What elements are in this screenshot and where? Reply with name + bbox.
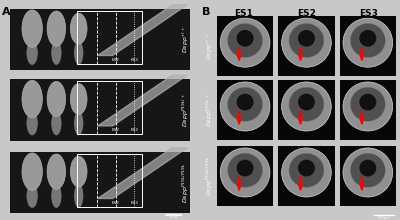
Ellipse shape xyxy=(74,41,83,65)
Text: ES2: ES2 xyxy=(112,201,120,205)
Ellipse shape xyxy=(22,80,42,118)
Ellipse shape xyxy=(228,153,262,187)
Bar xyxy=(10,9,190,70)
FancyArrow shape xyxy=(237,47,241,60)
Text: ES3: ES3 xyxy=(130,128,138,132)
Bar xyxy=(278,16,335,76)
Ellipse shape xyxy=(237,30,254,47)
Bar xyxy=(10,152,190,213)
Ellipse shape xyxy=(26,184,38,208)
Ellipse shape xyxy=(298,30,315,47)
Bar xyxy=(77,11,142,64)
Ellipse shape xyxy=(51,41,62,65)
Ellipse shape xyxy=(22,153,42,190)
Ellipse shape xyxy=(70,84,87,114)
Ellipse shape xyxy=(22,10,42,47)
Ellipse shape xyxy=(343,82,393,131)
Ellipse shape xyxy=(237,160,254,176)
Ellipse shape xyxy=(289,153,324,187)
Ellipse shape xyxy=(74,111,83,135)
Ellipse shape xyxy=(298,94,315,110)
Ellipse shape xyxy=(350,153,385,187)
Bar xyxy=(340,80,396,140)
Text: $Dspp^{P19L/+}$: $Dspp^{P19L/+}$ xyxy=(181,93,191,127)
Ellipse shape xyxy=(282,18,331,67)
Text: B: B xyxy=(202,7,210,17)
Ellipse shape xyxy=(26,41,38,65)
Text: $Dspp^{+/+}$: $Dspp^{+/+}$ xyxy=(205,32,215,60)
Ellipse shape xyxy=(47,81,66,117)
Text: $Dspp^{P19L/P19L}$: $Dspp^{P19L/P19L}$ xyxy=(181,162,191,203)
FancyArrow shape xyxy=(360,177,364,190)
Ellipse shape xyxy=(51,111,62,135)
Ellipse shape xyxy=(359,160,376,176)
Ellipse shape xyxy=(237,94,254,110)
Text: ES2: ES2 xyxy=(112,128,120,132)
Ellipse shape xyxy=(220,82,270,131)
Ellipse shape xyxy=(343,18,393,67)
FancyArrow shape xyxy=(299,47,302,60)
Bar xyxy=(77,154,142,207)
Ellipse shape xyxy=(282,82,331,131)
Ellipse shape xyxy=(228,87,262,121)
Bar xyxy=(10,79,190,141)
Ellipse shape xyxy=(220,18,270,67)
Ellipse shape xyxy=(74,184,83,208)
FancyArrow shape xyxy=(360,111,364,124)
Bar xyxy=(278,146,335,206)
Bar xyxy=(340,146,396,206)
Ellipse shape xyxy=(47,11,66,46)
FancyArrow shape xyxy=(237,111,241,124)
Ellipse shape xyxy=(289,23,324,58)
Bar xyxy=(217,146,273,206)
Text: 1mm: 1mm xyxy=(169,215,178,219)
Text: $Dspp^{+/+}$: $Dspp^{+/+}$ xyxy=(181,26,191,53)
FancyArrow shape xyxy=(299,177,302,190)
Ellipse shape xyxy=(26,111,38,135)
Text: 300μm: 300μm xyxy=(378,216,390,220)
Bar xyxy=(217,80,273,140)
Text: ES2: ES2 xyxy=(112,58,120,62)
Ellipse shape xyxy=(220,148,270,197)
FancyArrow shape xyxy=(237,177,241,190)
Ellipse shape xyxy=(282,148,331,197)
Ellipse shape xyxy=(359,30,376,47)
Ellipse shape xyxy=(51,184,62,208)
Text: ES2: ES2 xyxy=(298,9,316,18)
Text: ES3: ES3 xyxy=(359,9,378,18)
Ellipse shape xyxy=(350,87,385,121)
Ellipse shape xyxy=(359,94,376,110)
Bar xyxy=(77,81,142,134)
Ellipse shape xyxy=(289,87,324,121)
Ellipse shape xyxy=(47,154,66,189)
Ellipse shape xyxy=(70,156,87,187)
Bar xyxy=(217,16,273,76)
Text: ES1: ES1 xyxy=(234,9,253,18)
Text: $Dspp^{P19L/+}$: $Dspp^{P19L/+}$ xyxy=(205,93,215,127)
Ellipse shape xyxy=(70,13,87,44)
Text: $Dspp^{P19L/P19L}$: $Dspp^{P19L/P19L}$ xyxy=(205,156,215,196)
Text: ES3: ES3 xyxy=(130,201,138,205)
Text: ES3: ES3 xyxy=(130,58,138,62)
Ellipse shape xyxy=(228,23,262,58)
Bar xyxy=(278,80,335,140)
Bar xyxy=(340,16,396,76)
Text: A: A xyxy=(2,7,11,17)
Ellipse shape xyxy=(350,23,385,58)
FancyArrow shape xyxy=(360,47,364,60)
FancyArrow shape xyxy=(299,111,302,124)
Ellipse shape xyxy=(343,148,393,197)
Ellipse shape xyxy=(298,160,315,176)
